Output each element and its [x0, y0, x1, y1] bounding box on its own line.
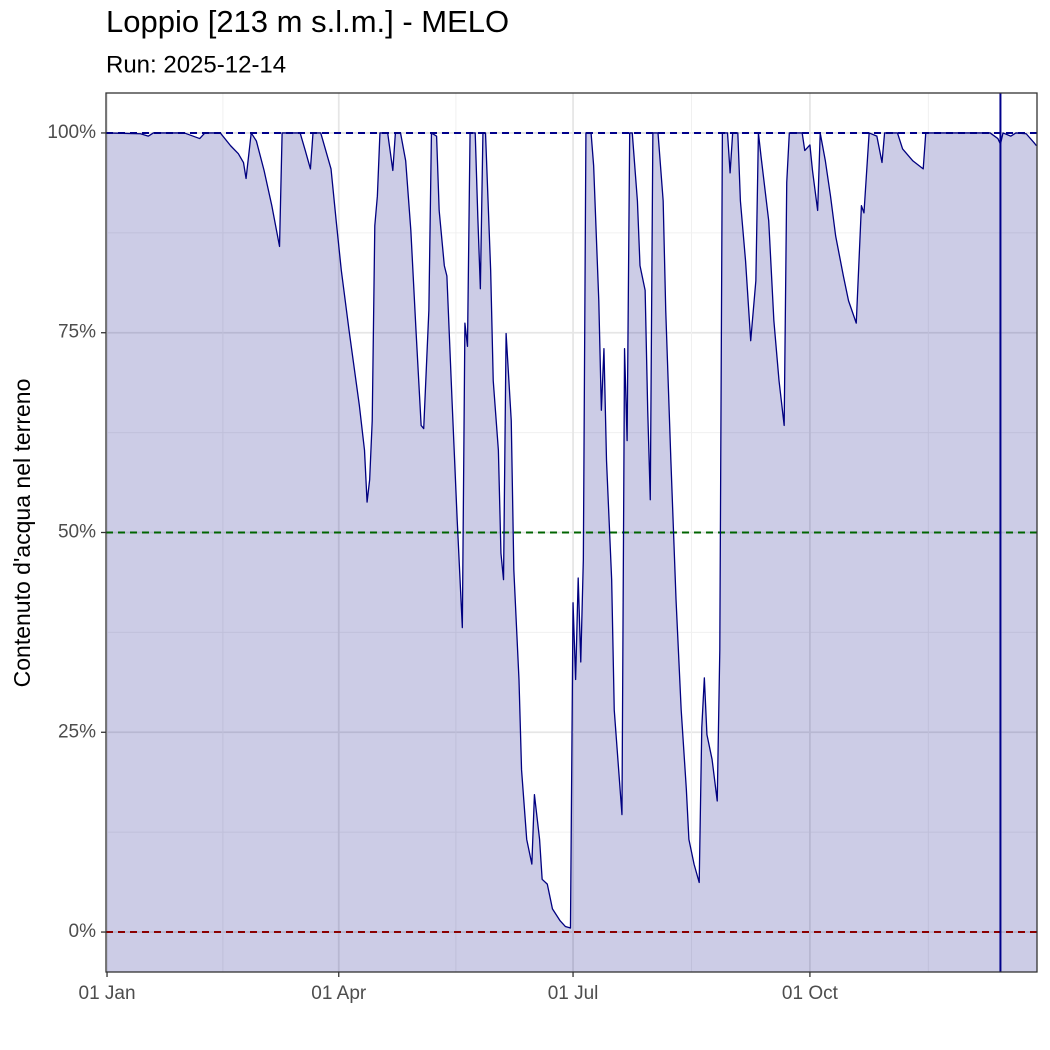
x-tick-label: 01 Oct [782, 983, 839, 1004]
x-tick-label: 01 Jul [548, 983, 599, 1004]
area [107, 132, 1037, 972]
y-axis-label: Contenuto d'acqua nel terreno [9, 379, 35, 688]
marks [106, 93, 1037, 972]
x-tick-label: 01 Apr [311, 983, 367, 1004]
line [107, 132, 1037, 929]
axes: 0% 25% 50% 75% 100% 01 Jan 01 Apr 01 Jul 01 Oct [47, 92, 1038, 1004]
chart-subtitle: Run: 2025-12-14 [106, 51, 286, 78]
y-tick-label: 25% [58, 721, 96, 742]
y-tick-label: 0% [69, 921, 97, 942]
y-tick-label: 50% [58, 522, 96, 543]
y-tick-label: 100% [47, 122, 96, 143]
y-tick-label: 75% [58, 322, 96, 343]
chart-title: Loppio [213 m s.l.m.] - MELO [106, 4, 509, 39]
x-tick-label: 01 Jan [79, 983, 136, 1004]
